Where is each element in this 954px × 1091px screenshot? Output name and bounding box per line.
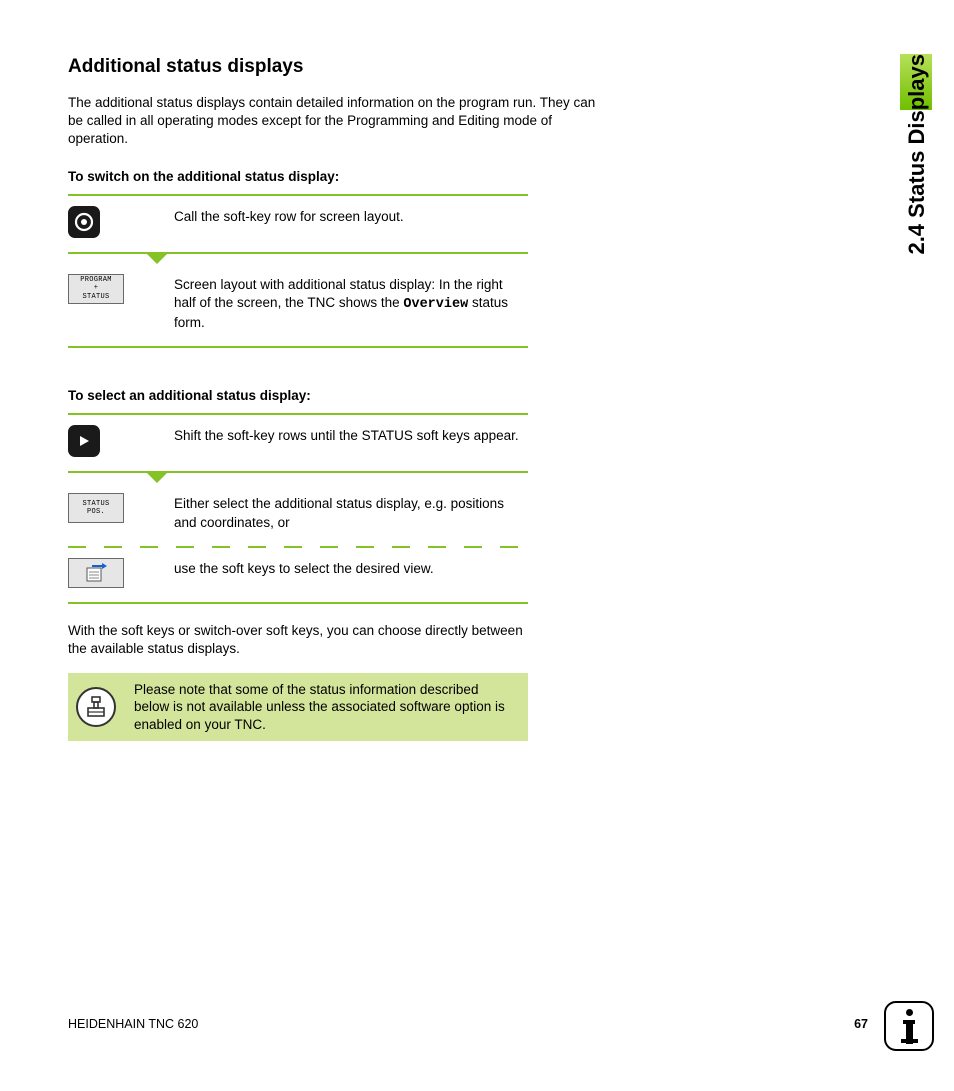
softkey-label: POS. <box>87 508 105 516</box>
arrow-down-icon <box>146 253 168 264</box>
divider <box>68 471 528 473</box>
softkey-label: + <box>94 284 99 292</box>
mono-text: Overview <box>403 297 468 312</box>
softkey-label: STATUS <box>82 500 109 508</box>
step-row: Call the soft-key row for screen layout. <box>68 196 528 252</box>
screen-layout-key-icon <box>68 206 100 238</box>
divider <box>68 346 528 348</box>
section1-steps: Call the soft-key row for screen layout.… <box>68 194 528 349</box>
page-heading: Additional status displays <box>68 56 600 78</box>
select-view-softkey-icon <box>68 558 124 588</box>
page-number: 67 <box>854 1017 868 1031</box>
status-pos-softkey-icon: STATUS POS. <box>68 493 124 523</box>
step-text: use the soft keys to select the desired … <box>174 558 434 578</box>
intro-paragraph: The additional status displays contain d… <box>68 94 600 149</box>
step-row: use the soft keys to select the desired … <box>68 548 528 602</box>
softkey-label: STATUS <box>82 293 109 301</box>
divider <box>68 602 528 604</box>
step-text: Screen layout with additional status dis… <box>174 274 528 333</box>
arrow-down-icon <box>146 472 168 483</box>
step-text: Call the soft-key row for screen layout. <box>174 206 404 226</box>
section2-title: To select an additional status display: <box>68 388 600 403</box>
step-row: STATUS POS. Either select the additional… <box>68 483 528 545</box>
page-content: Additional status displays The additiona… <box>0 0 600 741</box>
step-row: PROGRAM + STATUS Screen layout with addi… <box>68 264 528 347</box>
after-paragraph: With the soft keys or switch-over soft k… <box>68 622 528 658</box>
section2-steps: Shift the soft-key rows until the STATUS… <box>68 413 528 604</box>
shift-softkey-row-key-icon <box>68 425 100 457</box>
divider <box>68 252 528 254</box>
softkey-label: PROGRAM <box>80 276 112 284</box>
side-tab-label: 2.4 Status Displays <box>904 54 930 304</box>
note-box: Please note that some of the status info… <box>68 673 528 742</box>
program-status-softkey-icon: PROGRAM + STATUS <box>68 274 124 304</box>
footer-product: HEIDENHAIN TNC 620 <box>68 1017 198 1031</box>
machine-note-icon <box>76 687 116 727</box>
page-footer: HEIDENHAIN TNC 620 67 <box>68 1017 868 1031</box>
step-row: Shift the soft-key rows until the STATUS… <box>68 415 528 471</box>
step-text: Either select the additional status disp… <box>174 493 528 531</box>
info-badge-icon <box>884 1001 934 1051</box>
side-tab: 2.4 Status Displays <box>888 54 932 304</box>
note-text: Please note that some of the status info… <box>134 681 516 734</box>
section1-title: To switch on the additional status displ… <box>68 169 600 184</box>
step-text: Shift the soft-key rows until the STATUS… <box>174 425 519 445</box>
